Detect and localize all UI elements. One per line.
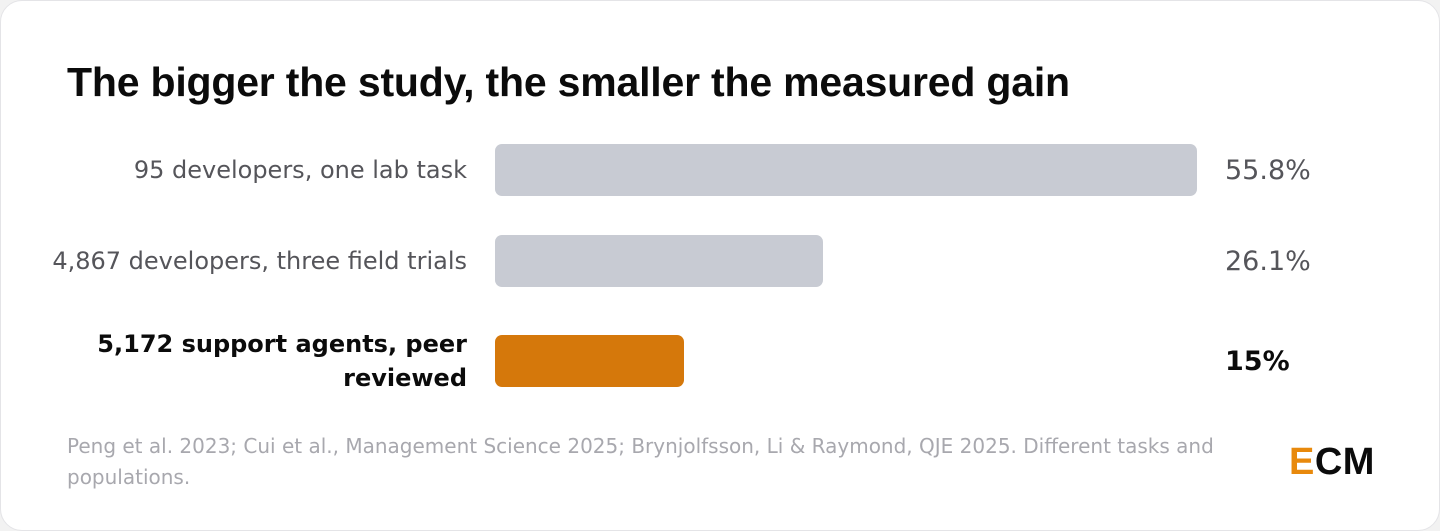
bar-value-label: 15% [1225, 345, 1290, 377]
logo-letter-e: E [1289, 441, 1315, 483]
bar [495, 235, 823, 287]
logo-letters: CM [1314, 441, 1375, 483]
source-note: Peng et al. 2023; Cui et al., Management… [67, 434, 1214, 489]
bar-label: 5,172 support agents, peer reviewed [97, 330, 467, 392]
bar [495, 335, 684, 387]
chart-title: The bigger the study, the smaller the me… [67, 59, 1070, 105]
bar-value-label: 26.1% [1225, 245, 1311, 277]
bar-label: 4,867 developers, three field trials [52, 247, 467, 275]
bar [495, 144, 1197, 196]
bar-label: 95 developers, one lab task [133, 156, 467, 184]
brand-logo: ECM [1289, 441, 1375, 484]
bar-value-label: 55.8% [1225, 154, 1311, 186]
